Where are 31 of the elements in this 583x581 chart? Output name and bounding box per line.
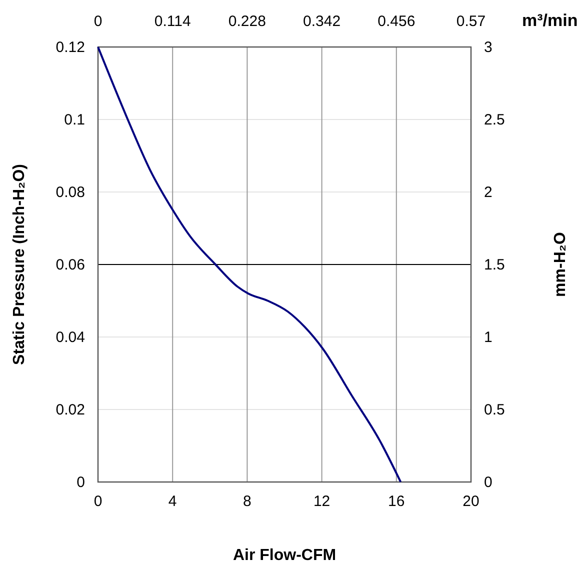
x-tick-label: 12 xyxy=(313,493,330,510)
y-axis-title: Static Pressure (Inch-H₂O) xyxy=(11,164,28,365)
y2-tick-label: 2 xyxy=(484,184,492,201)
x-tick-label: 20 xyxy=(462,493,480,510)
y-tick-label: 0.04 xyxy=(56,329,85,346)
y-tick-label: 0 xyxy=(76,474,85,491)
y-tick-label: 0.1 xyxy=(64,112,85,128)
y2-tick-label: 2.5 xyxy=(484,112,505,128)
x-tick-label: 0 xyxy=(94,493,102,510)
x2-tick-label: 0.57 xyxy=(456,13,486,30)
y2-tick-label: 1.5 xyxy=(484,256,505,274)
y-tick-label: 0.08 xyxy=(56,184,85,201)
y-tick-label: 0.12 xyxy=(56,39,85,56)
x2-tick-label: 0 xyxy=(94,13,102,30)
y2-tick-label: 0.5 xyxy=(484,402,505,418)
y-tick-label: 0.06 xyxy=(56,256,85,274)
x2-tick-label: 0.228 xyxy=(228,13,266,30)
x-axis-title: Air Flow-CFM xyxy=(232,547,336,564)
y-tick-label: 0.02 xyxy=(56,402,85,418)
x2-tick-label: 0.114 xyxy=(154,13,191,30)
y2-tick-label: 0 xyxy=(484,474,492,491)
x2-axis-title: m³/min xyxy=(522,11,578,30)
x-tick-label: 8 xyxy=(243,493,252,510)
x-tick-label: 4 xyxy=(168,493,177,510)
x2-tick-label: 0.456 xyxy=(378,13,416,30)
y2-tick-label: 3 xyxy=(484,39,492,56)
y2-tick-label: 1 xyxy=(484,329,492,346)
x2-tick-label: 0.342 xyxy=(303,13,341,30)
x-tick-label: 16 xyxy=(388,493,405,510)
line-series xyxy=(97,46,402,483)
y2-axis-title: mm-H₂O xyxy=(552,232,569,297)
